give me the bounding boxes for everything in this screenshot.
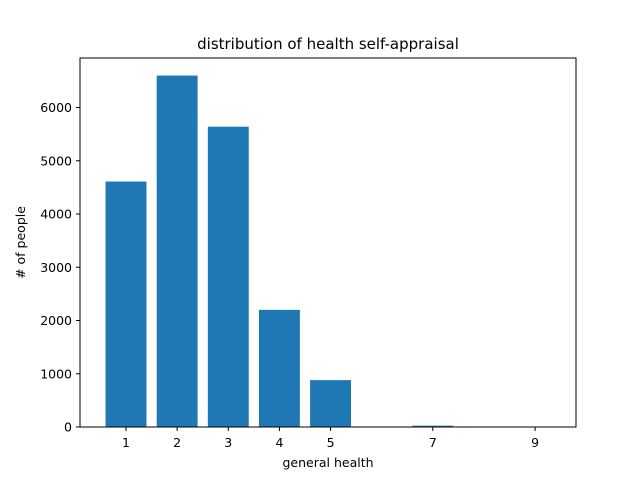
- y-axis-label: # of people: [13, 206, 28, 279]
- x-tick-label: 5: [327, 435, 335, 450]
- y-axis: 0 1000 2000 3000 4000 5000 6000: [40, 100, 80, 435]
- bar-4: [258, 309, 300, 427]
- y-tick-label: 5000: [40, 153, 72, 168]
- bars-group: [105, 75, 556, 428]
- y-tick-label: 0: [64, 420, 72, 435]
- y-tick-label: 4000: [40, 207, 72, 222]
- y-tick-label: 3000: [40, 260, 72, 275]
- bar-7: [412, 425, 454, 427]
- x-tick-label: 3: [224, 435, 232, 450]
- chart-title: distribution of health self-appraisal: [197, 35, 459, 53]
- x-tick-label: 7: [429, 435, 437, 450]
- x-axis: 1 2 3 4 5 7 9: [122, 427, 539, 450]
- x-tick-label: 9: [531, 435, 539, 450]
- x-tick-label: 4: [275, 435, 283, 450]
- bar-1: [105, 181, 147, 427]
- x-tick-label: 1: [122, 435, 130, 450]
- bar-3: [207, 126, 249, 428]
- x-tick-label: 2: [173, 435, 181, 450]
- y-tick-label: 6000: [40, 100, 72, 115]
- y-tick-label: 2000: [40, 313, 72, 328]
- bar-2: [156, 75, 198, 428]
- plot-frame: [79, 57, 577, 428]
- x-axis-label: general health: [282, 455, 373, 470]
- y-tick-label: 1000: [40, 366, 72, 381]
- bar-5: [310, 380, 352, 427]
